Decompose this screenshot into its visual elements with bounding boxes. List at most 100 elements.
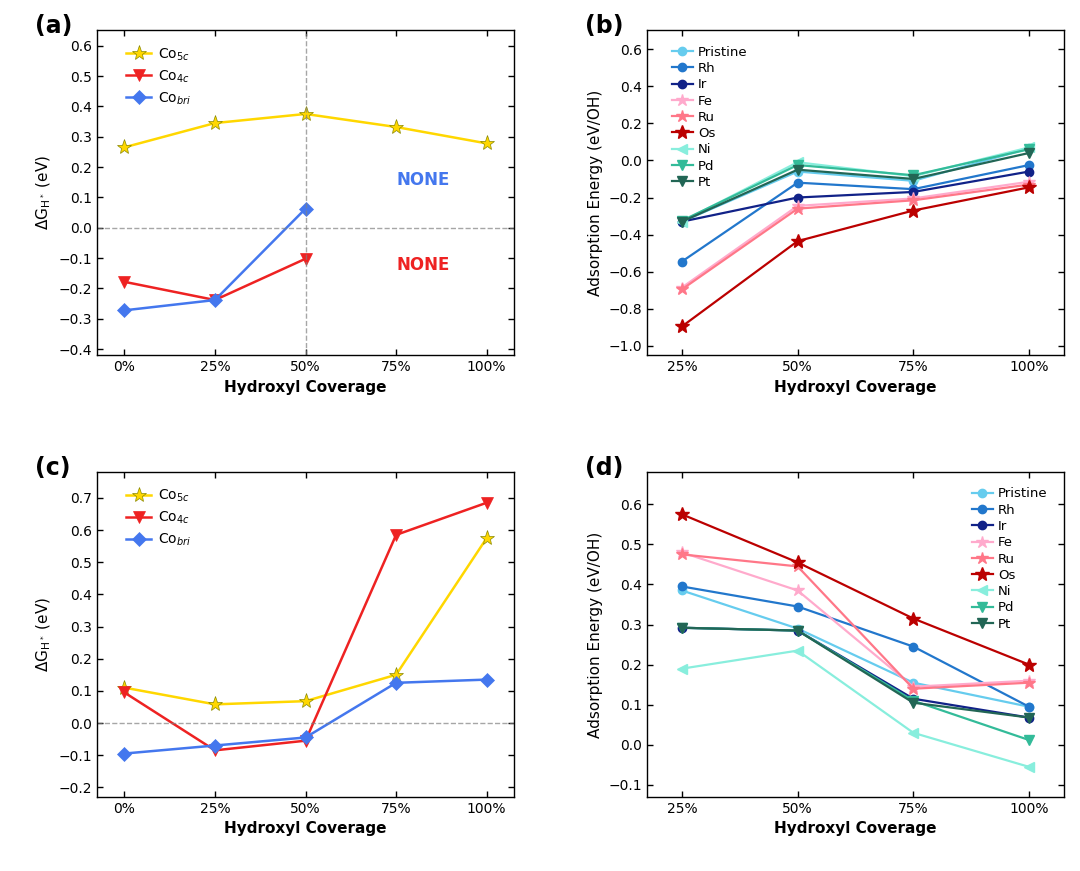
Co$_{bri}$ <box>118 305 131 315</box>
Pristine <box>1023 701 1036 712</box>
Ni <box>675 664 688 674</box>
Rh <box>675 256 688 267</box>
Pd <box>792 159 805 170</box>
Co$_{4c}$ <box>390 530 403 540</box>
Ni <box>1023 142 1036 152</box>
Rh <box>792 601 805 611</box>
Line: Rh: Rh <box>678 583 1034 711</box>
Co$_{4c}$ <box>299 253 312 264</box>
Line: Pt: Pt <box>677 148 1034 226</box>
Ni <box>907 171 920 181</box>
Line: Co$_{5c}$: Co$_{5c}$ <box>117 106 495 155</box>
Co$_{5c}$ <box>390 122 403 132</box>
Line: Ru: Ru <box>676 179 1036 295</box>
Line: Co$_{bri}$: Co$_{bri}$ <box>120 675 491 759</box>
Fe <box>907 193 920 204</box>
Line: Ru: Ru <box>676 548 1036 695</box>
Co$_{bri}$ <box>208 740 221 751</box>
Co$_{5c}$ <box>299 696 312 706</box>
Line: Pt: Pt <box>677 623 1034 722</box>
Ir <box>907 693 920 704</box>
Co$_{bri}$ <box>299 733 312 743</box>
Pt <box>675 216 688 226</box>
Ir <box>907 186 920 197</box>
Co$_{5c}$ <box>118 142 131 152</box>
Ru <box>792 561 805 571</box>
Pd <box>1023 735 1036 746</box>
Line: Co$_{4c}$: Co$_{4c}$ <box>119 253 311 306</box>
X-axis label: Hydroxyl Coverage: Hydroxyl Coverage <box>774 821 936 836</box>
Y-axis label: $\Delta$G$_{\mathrm{H^*}}$ (eV): $\Delta$G$_{\mathrm{H^*}}$ (eV) <box>35 155 53 231</box>
Pristine <box>907 678 920 688</box>
Pt <box>907 173 920 184</box>
Rh <box>907 184 920 194</box>
Ni <box>792 645 805 656</box>
Ir <box>675 623 688 633</box>
Ir <box>792 192 805 203</box>
Co$_{bri}$ <box>208 294 221 305</box>
Text: (d): (d) <box>584 456 623 480</box>
Co$_{bri}$ <box>299 204 312 214</box>
Fe <box>792 200 805 211</box>
Os <box>1023 659 1036 670</box>
Pd <box>907 696 920 706</box>
Pristine <box>792 624 805 634</box>
X-axis label: Hydroxyl Coverage: Hydroxyl Coverage <box>225 821 387 836</box>
Os <box>675 321 688 332</box>
Ir <box>792 625 805 636</box>
Rh <box>907 641 920 652</box>
Line: Os: Os <box>675 507 1036 672</box>
Pt <box>1023 712 1036 723</box>
Legend: Pristine, Rh, Ir, Fe, Ru, Os, Ni, Pd, Pt: Pristine, Rh, Ir, Fe, Ru, Os, Ni, Pd, Pt <box>967 482 1053 636</box>
X-axis label: Hydroxyl Coverage: Hydroxyl Coverage <box>774 380 936 395</box>
Y-axis label: Adsorption Energy (eV/OH): Adsorption Energy (eV/OH) <box>589 90 603 296</box>
Co$_{4c}$ <box>208 294 221 305</box>
Co$_{4c}$ <box>208 745 221 755</box>
Co$_{5c}$ <box>208 118 221 128</box>
Pt <box>1023 148 1036 159</box>
Ni <box>675 216 688 226</box>
Ru <box>1023 678 1036 688</box>
X-axis label: Hydroxyl Coverage: Hydroxyl Coverage <box>225 380 387 395</box>
Line: Co$_{bri}$: Co$_{bri}$ <box>120 204 310 315</box>
Line: Pristine: Pristine <box>678 586 1034 711</box>
Y-axis label: $\Delta$G$_{\mathrm{H^*}}$ (eV): $\Delta$G$_{\mathrm{H^*}}$ (eV) <box>35 597 53 672</box>
Co$_{4c}$ <box>118 687 131 698</box>
Pt <box>675 623 688 633</box>
Line: Co$_{5c}$: Co$_{5c}$ <box>117 530 495 712</box>
Ir <box>675 216 688 226</box>
Line: Ir: Ir <box>678 167 1034 226</box>
Pristine <box>675 216 688 226</box>
Ni <box>792 157 805 167</box>
Rh <box>792 178 805 188</box>
Pt <box>792 165 805 175</box>
Co$_{5c}$ <box>118 682 131 692</box>
Os <box>907 613 920 624</box>
Pristine <box>907 176 920 186</box>
Line: Ni: Ni <box>677 143 1034 226</box>
Text: (b): (b) <box>584 14 623 38</box>
Co$_{4c}$ <box>118 277 131 287</box>
Line: Pd: Pd <box>677 145 1034 226</box>
Co$_{4c}$ <box>299 735 312 746</box>
Line: Co$_{4c}$: Co$_{4c}$ <box>119 497 492 756</box>
Pt <box>907 698 920 708</box>
Co$_{5c}$ <box>390 670 403 680</box>
Line: Pristine: Pristine <box>678 145 1034 226</box>
Co$_{5c}$ <box>481 533 494 544</box>
Line: Fe: Fe <box>676 546 1036 693</box>
Fe <box>675 282 688 293</box>
Line: Pd: Pd <box>677 623 1034 745</box>
Fe <box>1023 675 1036 685</box>
Text: NONE: NONE <box>396 172 450 189</box>
Line: Ir: Ir <box>678 624 1034 722</box>
Co$_{bri}$ <box>481 674 494 685</box>
Line: Ni: Ni <box>677 645 1034 772</box>
Co$_{5c}$ <box>481 138 494 149</box>
Ru <box>675 549 688 559</box>
Rh <box>1023 701 1036 712</box>
Ru <box>792 204 805 214</box>
Rh <box>1023 159 1036 170</box>
Line: Os: Os <box>675 180 1036 334</box>
Os <box>792 557 805 568</box>
